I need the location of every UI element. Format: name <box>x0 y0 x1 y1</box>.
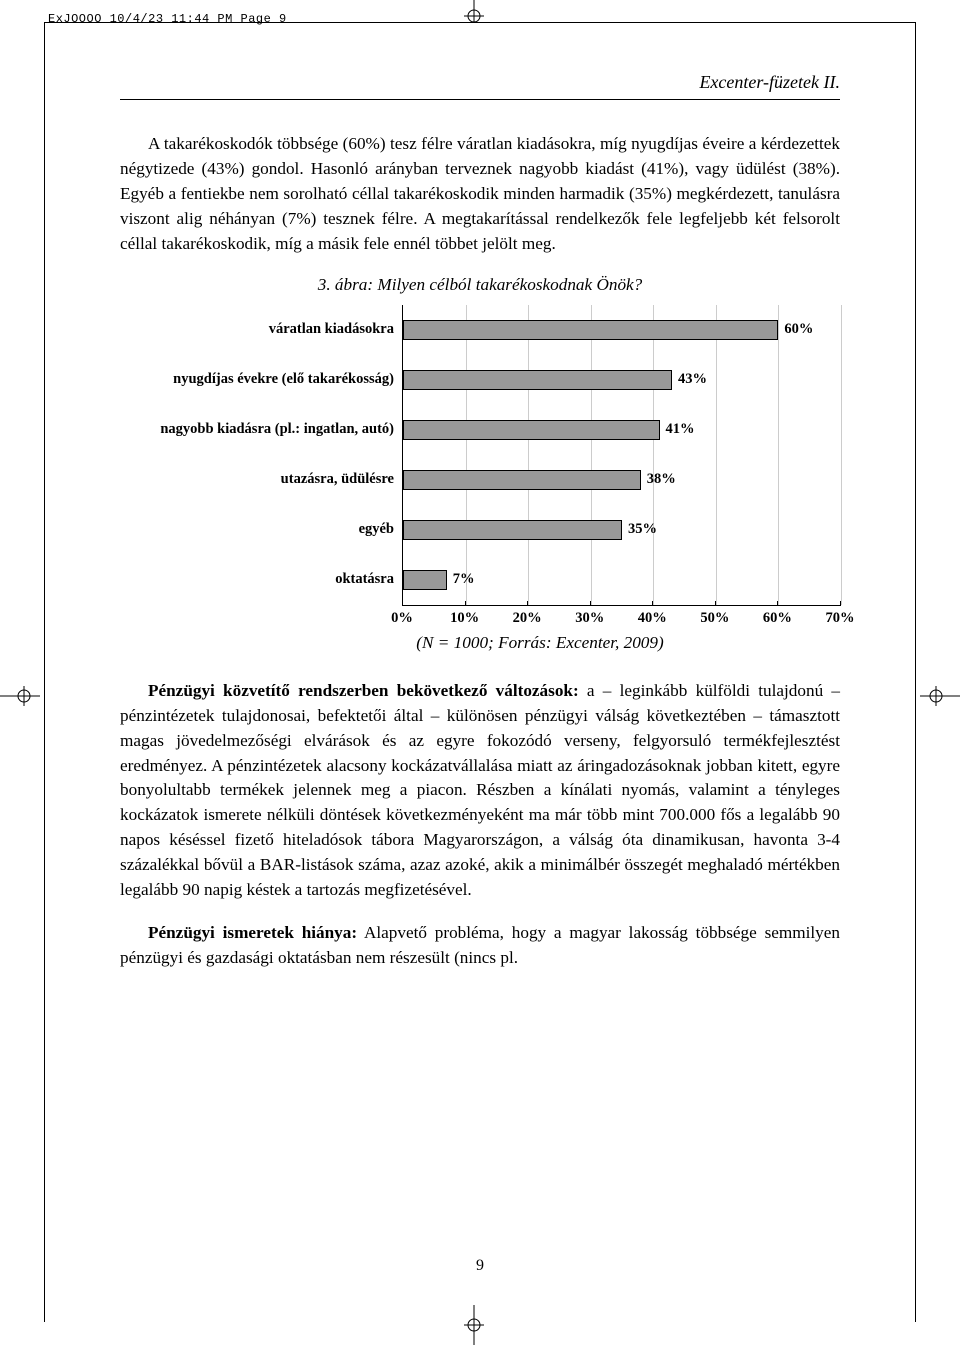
chart-plot-area: 60% <box>402 305 840 355</box>
chart-row: nyugdíjas évekre (elő takarékosság) 43% <box>120 355 840 405</box>
chart-row: utazásra, üdülésre 38% <box>120 455 840 505</box>
chart-bar <box>403 520 622 540</box>
chart-bar-value: 41% <box>666 421 695 438</box>
page-number: 9 <box>0 1257 960 1275</box>
chart-row: váratlan kiadásokra 60% <box>120 305 840 355</box>
chart-bar-value: 43% <box>678 371 707 388</box>
bar-chart: váratlan kiadásokra 60% nyugdíjas évekre (… <box>120 305 840 629</box>
chart-bar <box>403 320 778 340</box>
chart-row: egyéb 35% <box>120 505 840 555</box>
chart-category-label: nyugdíjas évekre (elő takarékosság) <box>120 371 402 388</box>
chart-row: nagyobb kiadásra (pl.: ingatlan, autó) 41… <box>120 405 840 455</box>
chart-category-label: egyéb <box>120 521 402 538</box>
chart-bar-value: 7% <box>453 571 475 588</box>
chart-category-label: utazásra, üdülésre <box>120 471 402 488</box>
chart-x-axis: 0%10%20%30%40%50%60%70% <box>402 605 840 629</box>
chart-plot-area: 35% <box>402 505 840 555</box>
chart-tick-label: 30% <box>575 610 604 627</box>
chart-plot-area: 43% <box>402 355 840 405</box>
registration-mark-bottom-icon <box>454 1305 494 1345</box>
paragraph-2: Pénzügyi közvetítő rendszerben bekövetke… <box>120 679 840 903</box>
chart-source: (N = 1000; Forrás: Excenter, 2009) <box>240 633 840 653</box>
chart-row: oktatásra 7% <box>120 555 840 605</box>
chart-bar <box>403 570 447 590</box>
chart-tick-label: 70% <box>826 610 855 627</box>
chart-bar <box>403 470 641 490</box>
registration-mark-left-icon <box>0 676 40 716</box>
paragraph-2-body: a – leginkább külföldi tulajdonú – pénzi… <box>120 681 840 900</box>
chart-title: 3. ábra: Milyen célból takarékoskodnak Ö… <box>120 275 840 295</box>
chart-category-label: nagyobb kiadásra (pl.: ingatlan, autó) <box>120 421 402 438</box>
chart-category-label: oktatásra <box>120 571 402 588</box>
chart-tick-label: 20% <box>513 610 542 627</box>
chart-bar <box>403 420 660 440</box>
chart-bar-value: 35% <box>628 521 657 538</box>
paragraph-1: A takarékoskodók többsége (60%) tesz fél… <box>120 132 840 257</box>
page-frame-right <box>915 22 916 1322</box>
paragraph-3: Pénzügyi ismeretek hiánya: Alapvető prob… <box>120 921 840 971</box>
registration-mark-top-icon <box>454 0 494 28</box>
chart-bar-value: 60% <box>784 321 813 338</box>
registration-mark-right-icon <box>920 676 960 716</box>
paragraph-3-lead: Pénzügyi ismeretek hiánya: <box>148 923 357 942</box>
chart-tick-label: 40% <box>638 610 667 627</box>
chart-plot-area: 41% <box>402 405 840 455</box>
page-content: Excenter-füzetek II. A takarékoskodók tö… <box>120 72 840 989</box>
chart-tick-label: 10% <box>450 610 479 627</box>
running-head: Excenter-füzetek II. <box>120 72 840 100</box>
chart-plot-area: 38% <box>402 455 840 505</box>
chart-tick-label: 60% <box>763 610 792 627</box>
chart-bar <box>403 370 672 390</box>
chart-plot-area: 7% <box>402 555 840 605</box>
paragraph-2-lead: Pénzügyi közvetítő rendszerben bekövetke… <box>148 681 579 700</box>
chart-bar-value: 38% <box>647 471 676 488</box>
chart-tick-label: 0% <box>391 610 413 627</box>
chart-category-label: váratlan kiadásokra <box>120 321 402 338</box>
chart-tick-label: 50% <box>700 610 729 627</box>
